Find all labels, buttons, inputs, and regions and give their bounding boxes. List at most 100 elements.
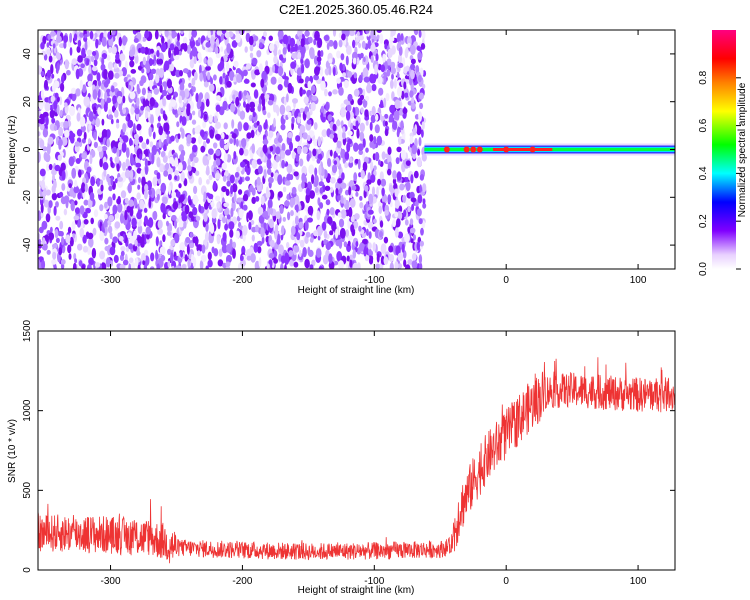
spectrogram-noise-cell bbox=[360, 243, 365, 249]
spectrogram-noise-cell bbox=[413, 30, 419, 36]
spectrogram-noise-cell bbox=[73, 185, 80, 194]
spectrogram-noise-cell bbox=[122, 161, 126, 171]
spectrogram-noise-cell bbox=[131, 46, 136, 56]
spectrogram-noise-cell bbox=[136, 97, 140, 107]
spectrogram-noise-cell bbox=[342, 126, 346, 133]
spectrogram-noise-cell bbox=[269, 43, 275, 52]
spectrogram-noise-cell bbox=[56, 35, 62, 43]
spectrogram-noise-cell bbox=[416, 241, 420, 251]
spectrogram-noise-cell bbox=[124, 169, 131, 179]
spectrogram-noise-cell bbox=[245, 30, 252, 34]
spectrogram-noise-cell bbox=[47, 136, 54, 145]
spectrogram-noise-cell bbox=[299, 124, 306, 134]
spectrogram-noise-cell bbox=[74, 200, 78, 206]
spectrogram-noise-cell bbox=[390, 66, 396, 75]
spectrogram-noise-cell bbox=[103, 102, 108, 113]
spectrogram-noise-cell bbox=[379, 171, 384, 182]
spectrogram-noise-cell bbox=[58, 126, 64, 137]
spectrogram-noise-cell bbox=[370, 255, 374, 262]
spectrogram-noise-cell bbox=[268, 176, 274, 184]
spectrogram-noise-cell bbox=[53, 179, 57, 190]
spectrogram-noise-cell bbox=[275, 146, 281, 155]
spectrogram-noise-cell bbox=[191, 30, 198, 38]
spectrogram-noise-cell bbox=[162, 89, 168, 97]
spectrogram-noise-cell bbox=[262, 144, 268, 154]
spectrogram-noise-cell bbox=[92, 51, 97, 56]
spectrogram-noise-cell bbox=[396, 218, 401, 228]
spectrogram-noise-cell bbox=[133, 198, 137, 207]
spectrogram-noise-cell bbox=[160, 151, 166, 158]
spectrogram-noise-cell bbox=[39, 139, 45, 149]
spectrogram-noise-cell bbox=[192, 206, 198, 216]
spectrogram-noise-cell bbox=[260, 195, 265, 206]
spectrogram-noise-cell bbox=[279, 104, 286, 116]
spectrogram-noise-cell bbox=[364, 185, 369, 192]
spectrogram-noise-cell bbox=[250, 82, 256, 88]
spectrogram-noise-cell bbox=[297, 146, 302, 155]
spectrogram-noise-cell bbox=[267, 112, 271, 119]
spectrogram-noise-cell bbox=[216, 30, 223, 36]
spectrogram-noise-cell bbox=[187, 158, 191, 166]
spectrogram-noise-cell bbox=[291, 151, 296, 160]
spectrogram-noise-cell bbox=[329, 133, 335, 139]
spectrogram-noise-cell bbox=[55, 51, 60, 59]
spectrogram-noise-cell bbox=[208, 83, 215, 92]
spectrogram-noise-cell bbox=[404, 48, 409, 59]
spectrogram-noise-cell bbox=[203, 57, 207, 64]
spectrogram-noise-cell bbox=[69, 132, 76, 139]
spectrogram-noise-cell bbox=[166, 94, 172, 100]
spectrogram-noise-cell bbox=[359, 122, 365, 133]
spectrogram-noise-cell bbox=[150, 48, 154, 54]
spectrogram-noise-cell bbox=[231, 40, 238, 48]
spectrogram-noise-cell bbox=[392, 170, 397, 180]
spectrogram-noise-cell bbox=[340, 107, 346, 118]
spectrogram-noise-cell bbox=[233, 60, 239, 68]
spectrogram-noise-cell bbox=[300, 45, 306, 55]
spectrogram-noise-cell bbox=[328, 58, 333, 64]
spectrogram-noise-cell bbox=[138, 176, 141, 184]
spectrogram-noise-cell bbox=[99, 230, 105, 242]
spectrogram-noise-cell bbox=[81, 152, 88, 160]
x-tick-label: 0 bbox=[503, 275, 509, 286]
spectrogram-noise-cell bbox=[136, 167, 142, 174]
spectrogram-noise-cell bbox=[331, 164, 338, 174]
spectrogram-noise-cell bbox=[279, 54, 284, 61]
spectrogram-noise-cell bbox=[183, 221, 187, 229]
spectrogram-noise-cell bbox=[267, 198, 273, 209]
spectrogram-noise-cell bbox=[114, 72, 120, 79]
spectrogram-noise-cell bbox=[134, 107, 140, 115]
spectrogram-noise-cell bbox=[179, 127, 183, 133]
spectrogram-noise-cell bbox=[398, 205, 403, 213]
spectrogram-noise-cell bbox=[210, 201, 215, 208]
spectrogram-noise-cell bbox=[242, 69, 248, 77]
spectrogram-noise-cell bbox=[217, 259, 224, 267]
spectrogram-noise-cell bbox=[158, 67, 165, 78]
spectrogram-noise-cell bbox=[288, 250, 294, 257]
spectrogram-noise-cell bbox=[242, 225, 248, 236]
spectrogram-noise-cell bbox=[319, 202, 324, 209]
spectrogram-noise-cell bbox=[413, 170, 419, 179]
colorbar-gradient bbox=[712, 30, 736, 269]
spectrogram-noise-cell bbox=[379, 231, 383, 238]
spectrogram-noise-cell bbox=[362, 98, 368, 109]
spectrogram-noise-cell bbox=[207, 57, 213, 67]
spectrogram-noise-cell bbox=[234, 171, 240, 178]
spectrogram-noise-cell bbox=[407, 226, 411, 233]
spectrogram-noise-cell bbox=[223, 202, 230, 208]
spectrogram-noise-cell bbox=[416, 208, 422, 217]
spectrogram-noise-cell bbox=[341, 33, 346, 41]
spectrogram-noise-cell bbox=[378, 87, 384, 96]
spectrogram-noise-cell bbox=[58, 138, 63, 147]
spectrogram-noise-cell bbox=[133, 38, 139, 43]
spectrogram-noise-cell bbox=[387, 194, 392, 204]
spectrogram-noise-cell bbox=[215, 95, 221, 101]
spectrogram-noise-cell bbox=[258, 215, 265, 224]
spectrogram-noise-cell bbox=[46, 163, 50, 172]
spectrogram-noise-cell bbox=[410, 174, 414, 184]
spectrogram-noise-cell bbox=[321, 221, 327, 231]
spectrogram-noise-cell bbox=[46, 69, 52, 78]
spectrogram-noise-cell bbox=[209, 129, 214, 139]
spectrogram-noise-cell bbox=[51, 168, 57, 176]
spectrogram-noise-cell bbox=[144, 165, 149, 176]
spectrogram-noise-cell bbox=[51, 192, 58, 201]
